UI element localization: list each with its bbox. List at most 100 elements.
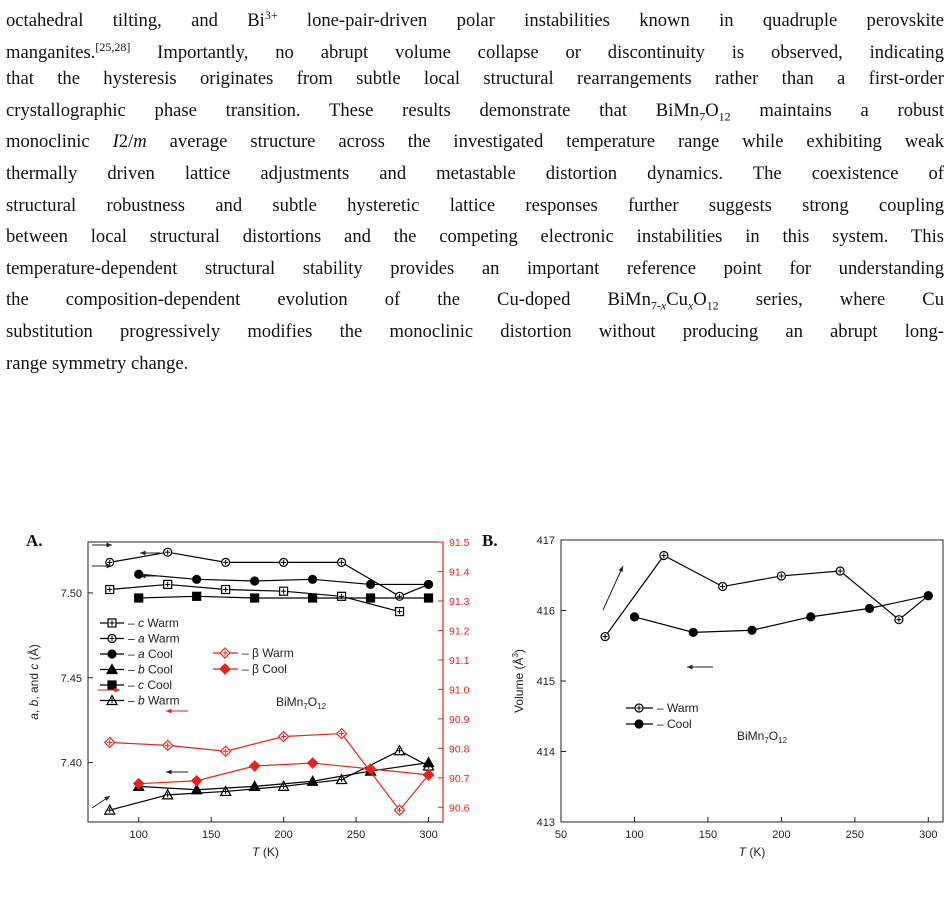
text-run: average structure across the investigate… (146, 131, 944, 153)
text-run: substitution progressively modifies the … (6, 320, 944, 342)
data-point (190, 774, 203, 787)
y-axis-label: a, b, and c (Å) (26, 644, 41, 719)
y-tick-label: 7.50 (61, 588, 82, 600)
data-point (307, 593, 318, 603)
text-run: 7 (699, 109, 706, 124)
x-axis-label: T (K) (739, 845, 766, 859)
text-run: that the hysteresis originates from subt… (6, 68, 944, 90)
y-tick-label: 417 (537, 535, 555, 547)
arrow-warm-head (106, 542, 112, 548)
data-point (923, 591, 933, 601)
text-run: the composition-dependent evolution of t… (6, 289, 651, 311)
arrow-cool-head (166, 769, 172, 775)
arrow-cool-head (687, 664, 693, 670)
compound-annotation: BiMn7O12 (737, 729, 788, 745)
x-tick-label: 150 (699, 829, 717, 841)
text-run: 2/ (118, 131, 134, 153)
data-point (248, 780, 261, 791)
y2-tick-label: 91.5 (449, 537, 470, 549)
y2-tick-label: 91.2 (449, 625, 470, 637)
data-point (806, 612, 816, 622)
y-tick-label: 7.40 (61, 758, 82, 770)
text-line: between local structural distortions and… (6, 221, 944, 253)
data-point (250, 576, 260, 586)
chart-panel-b: 50 100 150 200 250 300 413 414 415 416 417 T (K) Vol… (511, 535, 944, 859)
text-run: 3+ (264, 8, 278, 22)
x-tick-label: 100 (130, 829, 148, 841)
text-run: manganites. (6, 41, 96, 63)
text-run: thermally driven lattice adjustments and… (6, 162, 944, 184)
data-point (365, 579, 376, 590)
text-run: x (660, 299, 667, 314)
data-point (629, 612, 640, 622)
data-point (864, 603, 875, 613)
data-point (134, 569, 144, 579)
y-tick-label: 7.45 (61, 673, 82, 685)
y-tick-label: 415 (537, 676, 555, 688)
text-run: series, where Cu (718, 289, 944, 311)
legend-label: – a Warm (128, 632, 180, 646)
text-run: x (687, 299, 694, 314)
text-line: temperature-dependent structural stabili… (6, 253, 944, 285)
data-point (365, 593, 376, 603)
text-line: range symmetry change. (6, 348, 944, 380)
series-line (138, 595, 429, 599)
series-line (138, 573, 429, 586)
legend-marker (219, 663, 231, 675)
legend-marker (105, 663, 119, 675)
legend-label: – b Warm (128, 694, 180, 708)
text-run: O (705, 99, 719, 121)
x-tick-label: 200 (274, 829, 292, 841)
x-tick-label: 150 (202, 829, 220, 841)
data-point (306, 757, 319, 769)
text-run: temperature-dependent structural stabili… (6, 257, 944, 279)
y-tick-label: 416 (537, 606, 555, 618)
text-line: manganites.[25,28] Importantly, no abrup… (6, 32, 944, 64)
data-point (423, 579, 434, 590)
legend-label: – c Cool (128, 678, 172, 692)
series-line (109, 551, 429, 597)
text-line: monoclinic I2/m average structure across… (6, 126, 944, 158)
series-line (604, 554, 929, 637)
legend-label: – Warm (657, 701, 699, 715)
text-run: O (693, 289, 707, 311)
text-run: monoclinic (6, 131, 113, 153)
x-axis-label: T (K) (252, 845, 279, 859)
y-axis-label: Volume (Å3) (511, 649, 526, 713)
legend-label: – b Cool (128, 663, 173, 677)
arrow-warm-head (106, 563, 112, 569)
y2-tick-label: 90.8 (449, 743, 470, 755)
text-run: 7- (650, 299, 661, 314)
y-tick-label: 414 (537, 747, 555, 759)
series-line (634, 595, 929, 633)
data-point (306, 775, 319, 786)
legend-marker (634, 719, 644, 729)
series-line (109, 583, 400, 613)
x-tick-label: 50 (555, 829, 567, 841)
arrow-cool-head (140, 573, 146, 579)
arrow-warm-head (618, 566, 623, 572)
text-line: octahedral tilting, and Bi3+ lone-pair-d… (6, 0, 944, 32)
data-point (688, 627, 698, 637)
chart-panel-a: 100 150 200 250 300 7.40 7.45 7.50 90.6 90.7 90.8 9… (26, 537, 470, 859)
y-tick-label: 413 (537, 817, 555, 829)
text-run: lone-pair-driven polar instabilities kno… (277, 10, 944, 32)
y2-tick-label: 91.4 (449, 566, 470, 578)
data-point (422, 756, 435, 768)
legend-marker (107, 680, 117, 690)
panel-b-label: B. (482, 531, 498, 550)
data-point (423, 593, 434, 603)
text-run: range symmetry change. (6, 352, 189, 374)
arrow-cool-head (166, 708, 172, 714)
arrow-cool-head (140, 550, 146, 556)
arrow-warm-head (104, 796, 110, 802)
text-run: 12 (706, 299, 719, 314)
y2-tick-label: 90.9 (449, 714, 470, 726)
text-line: that the hysteresis originates from subt… (6, 63, 944, 95)
y2-tick-label: 90.6 (449, 802, 470, 814)
legend-label: – a Cool (128, 647, 173, 661)
data-point (747, 625, 757, 635)
x-tick-label: 200 (772, 829, 790, 841)
x-tick-label: 100 (625, 829, 643, 841)
text-run: between local structural distortions and… (6, 226, 944, 248)
